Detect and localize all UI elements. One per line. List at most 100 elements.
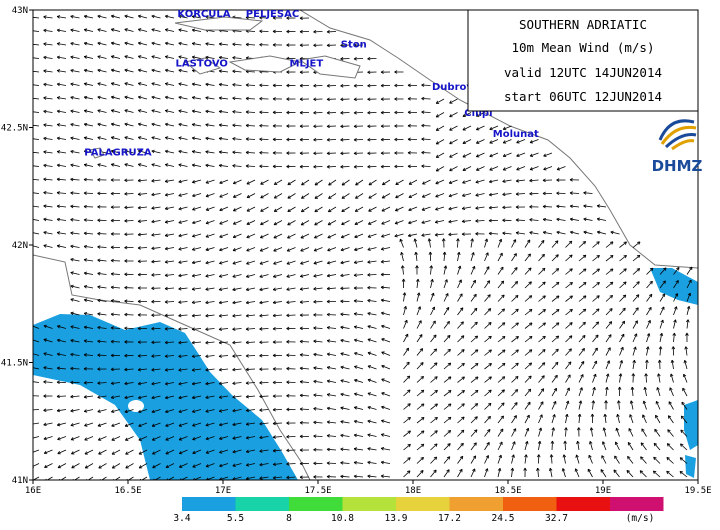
wind-arrow <box>70 339 80 343</box>
wind-arrow <box>529 205 539 209</box>
wind-arrow <box>98 449 107 455</box>
wind-arrow <box>110 312 121 317</box>
wind-arrow <box>381 206 391 212</box>
calm-island <box>128 400 144 412</box>
wind-arrow <box>205 136 215 141</box>
wind-arrow <box>83 298 94 302</box>
wind-arrow <box>428 251 433 262</box>
wind-arrow <box>286 407 296 412</box>
wind-arrow <box>232 56 242 60</box>
wind-arrow <box>43 150 53 154</box>
wind-arrow <box>178 340 188 345</box>
wind-arrow <box>592 308 600 316</box>
wind-arrow <box>629 400 634 410</box>
wind-arrow <box>443 416 452 424</box>
wind-arrow <box>245 381 256 385</box>
wind-arrow <box>616 413 620 424</box>
wind-arrow <box>43 42 53 46</box>
wind-arrow <box>205 96 215 100</box>
wind-arrow <box>124 326 134 331</box>
wind-arrow <box>272 462 283 467</box>
wind-arrow <box>403 457 411 464</box>
wind-arrow <box>70 366 80 371</box>
wind-arrow <box>448 219 458 224</box>
wind-arrow <box>83 55 94 59</box>
wind-arrow <box>70 436 80 441</box>
wind-arrow <box>124 28 134 32</box>
wind-arrow <box>70 109 80 113</box>
wind-arrow <box>416 456 424 464</box>
wind-arrow <box>653 442 661 451</box>
wind-arrow <box>484 363 492 370</box>
wind-arrow <box>124 436 134 441</box>
wind-arrow <box>592 254 600 262</box>
wind-arrow <box>191 260 202 265</box>
wind-arrow <box>430 348 438 356</box>
wind-arrow <box>639 470 647 478</box>
legend-label: 5.5 <box>227 513 244 524</box>
wind-arrow <box>353 286 364 290</box>
wind-arrow <box>394 220 404 225</box>
wind-arrow <box>97 436 107 441</box>
wind-arrow <box>178 28 188 32</box>
wind-arrow <box>353 43 364 48</box>
wind-arrow <box>619 241 627 248</box>
wind-arrow <box>218 300 229 305</box>
wind-arrow <box>596 217 607 222</box>
wind-arrow <box>245 96 256 101</box>
wind-arrow <box>313 434 323 438</box>
wind-arrow <box>484 455 489 464</box>
wind-arrow <box>191 15 202 19</box>
wind-arrow <box>110 149 121 154</box>
wind-arrow <box>400 251 404 262</box>
wind-arrow <box>245 110 256 114</box>
wind-arrow <box>502 152 512 158</box>
wind-arrow <box>340 325 350 330</box>
wind-arrow <box>33 338 40 343</box>
wind-arrow <box>515 231 526 235</box>
wind-arrow <box>340 233 350 239</box>
logo-text: DHMZ <box>652 157 703 175</box>
wind-arrow <box>542 178 553 183</box>
wind-arrow <box>667 415 674 424</box>
wind-arrow <box>538 375 545 383</box>
wind-arrow <box>524 239 531 248</box>
wind-arrow <box>151 55 161 59</box>
wind-arrow <box>272 394 283 398</box>
wind-arrow <box>205 42 215 46</box>
wind-arrow <box>524 427 530 437</box>
wind-arrow <box>669 373 674 383</box>
wind-arrow <box>645 359 649 370</box>
wind-arrow <box>33 111 40 113</box>
wind-arrow <box>57 324 67 329</box>
wind-arrow <box>286 353 296 357</box>
wind-arrow <box>191 273 202 278</box>
wind-arrow <box>576 427 581 437</box>
wind-arrow <box>430 362 438 370</box>
wind-arrow <box>151 299 161 304</box>
wind-arrow <box>110 178 121 182</box>
wind-arrow <box>497 428 504 437</box>
wind-arrow <box>605 255 614 262</box>
wind-arrow <box>97 258 107 263</box>
wind-arrow <box>457 265 462 275</box>
wind-arrow <box>124 381 134 386</box>
wind-arrow <box>381 405 391 410</box>
wind-arrow <box>497 335 506 343</box>
wind-arrow <box>326 43 337 48</box>
wind-arrow <box>273 206 283 212</box>
wind-arrow <box>259 353 269 358</box>
wind-arrow <box>394 206 404 212</box>
wind-arrow <box>124 109 134 113</box>
wind-arrow <box>273 193 283 199</box>
wind-arrow <box>259 137 269 142</box>
wind-arrow <box>137 367 148 372</box>
wind-arrow <box>70 218 80 222</box>
wind-arrow <box>56 96 67 100</box>
wind-arrow <box>502 218 512 223</box>
wind-arrow <box>497 266 504 275</box>
wind-arrow <box>97 381 107 385</box>
wind-arrow <box>340 365 350 370</box>
info-title: SOUTHERN ADRIATIC <box>519 17 647 32</box>
wind-arrow <box>313 352 323 357</box>
